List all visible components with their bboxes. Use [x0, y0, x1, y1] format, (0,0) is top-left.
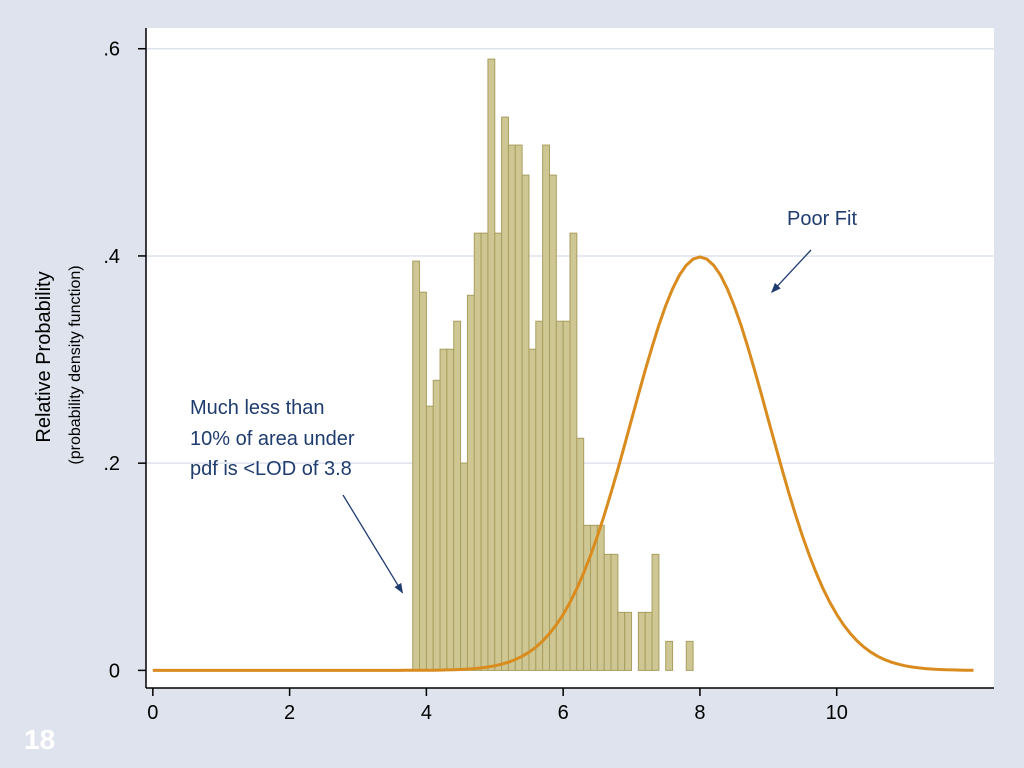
histogram-bar: [514, 144, 523, 671]
histogram-bar: [425, 405, 434, 671]
histogram-bar: [617, 611, 626, 671]
histogram-bar: [494, 232, 503, 671]
annotation-poor-fit: Poor Fit: [771, 208, 857, 293]
x-tick-label: 8: [694, 702, 705, 724]
annotation-lod-line-3: pdf is <LOD of 3.8: [190, 458, 352, 480]
x-tick-label: 10: [826, 702, 848, 724]
histogram-bar: [466, 294, 475, 671]
histogram-bar: [453, 320, 462, 671]
histogram-bar: [528, 348, 537, 671]
annotation-poor-fit-label: Poor Fit: [787, 208, 857, 230]
ticks: 0 2 4 6 8 10 0 .2 .4 .6: [103, 39, 848, 724]
histogram-bar: [507, 144, 516, 671]
axes: [145, 28, 994, 689]
histogram-bar: [583, 524, 592, 671]
normal-curve-line: [152, 255, 974, 672]
x-tick-label: 6: [558, 702, 569, 724]
histogram-bar: [480, 232, 489, 671]
histogram-bar: [651, 553, 660, 671]
histogram-bar: [610, 553, 619, 671]
normal-curve: [152, 255, 974, 672]
y-tick-label: .4: [103, 246, 120, 268]
histogram-bar: [521, 174, 530, 671]
y-axis-subtitle: (probability density function): [67, 265, 84, 464]
x-tick-label: 4: [421, 702, 432, 724]
histogram-bar: [685, 640, 694, 671]
y-tick-label: .6: [103, 39, 120, 61]
histogram-bar: [665, 640, 674, 671]
histogram-bar: [419, 291, 427, 671]
histogram-bar: [432, 379, 441, 671]
histogram-bar: [569, 232, 578, 671]
x-tick-label: 0: [147, 702, 158, 724]
histogram-bar: [460, 462, 468, 671]
annotation-lod-line-1: Much less than: [190, 397, 325, 419]
histogram-bar: [412, 260, 421, 671]
annotation-lod-line-2: 10% of area under: [190, 428, 355, 450]
histogram-bar: [596, 524, 605, 671]
slide-number: 18: [24, 724, 56, 755]
annotation-poor-fit-arrow: [771, 249, 812, 293]
histogram-bar: [487, 58, 496, 671]
y-tick-label: .2: [103, 453, 120, 475]
histogram-bar: [473, 232, 482, 671]
histogram-bar: [439, 348, 448, 671]
histogram-bar: [637, 611, 646, 671]
histogram-bar: [501, 116, 509, 671]
histogram-bar: [603, 553, 612, 671]
histogram-bar: [644, 611, 653, 671]
histogram-bar: [446, 348, 455, 671]
histogram-bar: [542, 144, 550, 671]
histogram-bar: [535, 320, 544, 671]
x-tick-label: 2: [284, 702, 295, 724]
annotation-lod-arrow: [342, 494, 404, 594]
histogram-bar: [548, 174, 557, 671]
y-axis-title: Relative Probability: [33, 271, 55, 442]
histogram-bar: [562, 320, 571, 671]
histogram-bar: [576, 437, 585, 671]
histogram-bar: [624, 611, 633, 671]
annotation-lod: Much less than 10% of area under pdf is …: [190, 397, 404, 594]
y-tick-label: 0: [109, 660, 120, 682]
y-axis-label: Relative Probability (probability densit…: [33, 265, 84, 464]
